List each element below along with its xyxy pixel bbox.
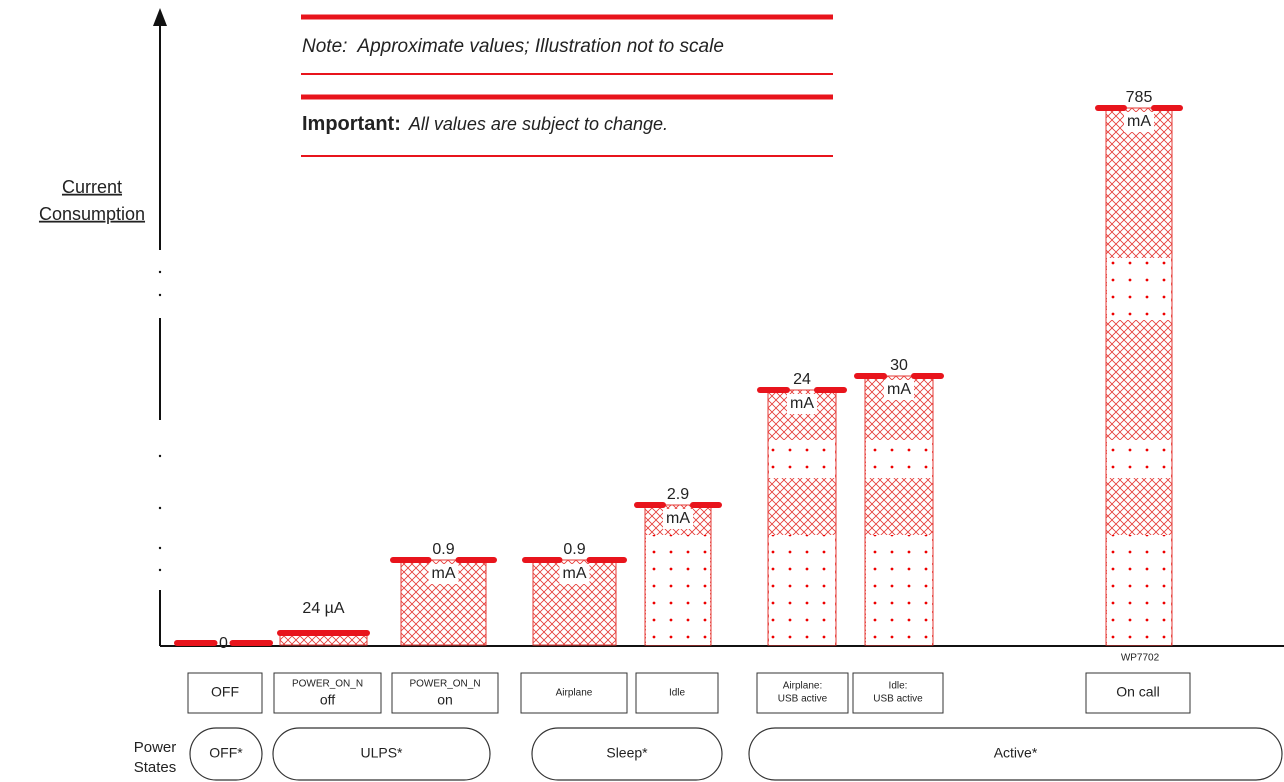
mode-label: On call <box>1116 684 1160 700</box>
bar-gap <box>1107 440 1171 478</box>
mode-label: off <box>320 692 335 708</box>
bar-gap <box>866 440 932 478</box>
note-label: Note: <box>302 36 347 57</box>
value-label: 0.9 <box>432 541 454 558</box>
important-text: All values are subject to change. <box>408 114 668 134</box>
important: Important: All values are subject to chan… <box>302 113 668 135</box>
label-bg <box>1124 112 1154 132</box>
value-label: mA <box>887 381 911 398</box>
mode-label: Airplane <box>556 688 593 699</box>
mode-label: Idle <box>669 688 686 699</box>
notes: Note: Approximate values; Illustration no… <box>301 14 833 157</box>
label-bg <box>787 394 817 414</box>
power-states-label: States <box>134 759 177 776</box>
power-states-label: Power <box>134 739 177 756</box>
arrow <box>153 8 167 26</box>
bar-gap <box>769 440 835 478</box>
bar-dots <box>769 535 835 645</box>
value-label: 30 <box>890 357 908 374</box>
mode-label: USB active <box>778 694 828 705</box>
bar-dots <box>866 535 932 645</box>
value-label: mA <box>563 565 587 582</box>
mode-box <box>520 672 628 714</box>
mode-label: on <box>437 692 453 708</box>
value-label: mA <box>1127 113 1151 130</box>
value-label: mA <box>432 565 456 582</box>
value-label: 2.9 <box>667 486 689 503</box>
mode-box <box>1085 672 1191 714</box>
state-label: Sleep* <box>606 745 648 761</box>
mode-label: POWER_ON_N <box>409 679 480 690</box>
value-label: 24 <box>793 371 811 388</box>
mode-label: Idle: <box>889 681 908 692</box>
value-label: 24 µA <box>302 600 344 617</box>
mode-box <box>852 672 944 714</box>
note: Note: Approximate values; Illustration no… <box>302 36 724 57</box>
value-label: 0.9 <box>563 541 585 558</box>
value-label: 0 <box>219 635 228 652</box>
mode-label: USB active <box>873 694 923 705</box>
state-pill <box>748 727 1283 781</box>
value-label: 785 <box>1126 89 1153 106</box>
bar-dots <box>1107 535 1171 645</box>
mode-label: POWER_ON_N <box>292 679 363 690</box>
state-label: OFF* <box>209 745 243 761</box>
state-pill <box>272 727 491 781</box>
mode-box <box>391 672 499 714</box>
mode-label: Airplane: <box>783 681 822 692</box>
label-bg <box>559 564 590 584</box>
note-text: Approximate values; Illustration not to … <box>356 36 723 57</box>
bar <box>532 559 617 646</box>
mode-box <box>273 672 382 714</box>
mode-label: OFF <box>211 684 239 700</box>
state-pill <box>531 727 723 781</box>
part-number: WP7702 <box>1121 653 1160 664</box>
important-label: Important: <box>302 113 401 135</box>
mode-box <box>635 672 719 714</box>
bar-dots <box>646 535 710 645</box>
mode-box <box>187 672 263 714</box>
bar-gap <box>1107 258 1171 320</box>
label-bg <box>884 380 914 400</box>
y-axis-label: Consumption <box>39 204 145 224</box>
label-bg <box>663 509 693 529</box>
value-label: mA <box>790 395 814 412</box>
y-axis-label: Current <box>62 177 122 197</box>
mode-box <box>756 672 849 714</box>
value-label: mA <box>666 510 690 527</box>
state-pill <box>189 727 263 781</box>
label-bg <box>428 564 459 584</box>
state-label: ULPS* <box>360 745 403 761</box>
state-label: Active* <box>994 745 1038 761</box>
axes <box>153 8 1284 647</box>
